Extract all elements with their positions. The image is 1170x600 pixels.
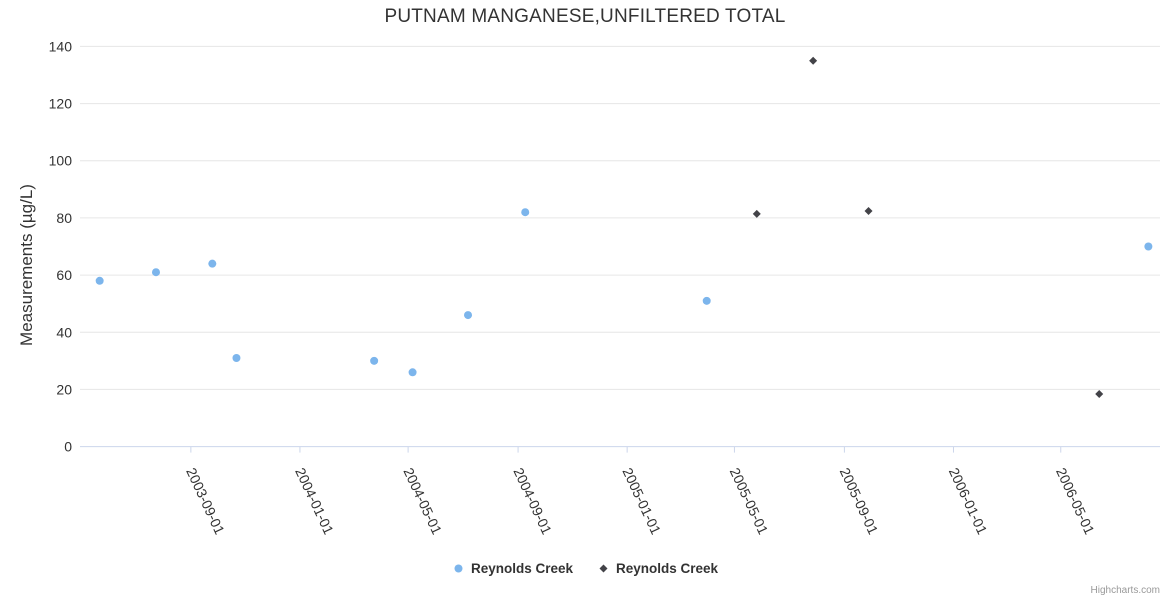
x-tick-label: 2005-09-01 [837, 465, 882, 537]
legend-marker-circle-icon [454, 564, 463, 573]
y-tick-label: 40 [56, 324, 72, 340]
legend-label: Reynolds Creek [616, 561, 719, 576]
data-point-circle[interactable] [702, 296, 711, 305]
x-tick-label: 2006-01-01 [946, 465, 991, 537]
data-point-diamond[interactable] [809, 56, 818, 65]
x-tick-label: 2004-09-01 [510, 465, 555, 537]
data-point-circle[interactable] [370, 356, 379, 365]
x-tick-label: 2005-05-01 [727, 465, 772, 537]
data-point-circle[interactable] [95, 276, 104, 285]
data-point-circle[interactable] [464, 311, 473, 320]
y-tick-label: 140 [49, 38, 73, 54]
data-point-circle[interactable] [408, 368, 417, 377]
data-point-diamond[interactable] [864, 207, 873, 216]
legend: Reynolds Creek Reynolds Creek [0, 561, 1170, 576]
y-tick-label: 60 [56, 267, 72, 283]
legend-marker-diamond-icon [599, 564, 608, 573]
data-point-diamond[interactable] [1095, 390, 1104, 399]
highcharts-credit[interactable]: Highcharts.com [1090, 585, 1160, 596]
data-point-circle[interactable] [208, 259, 217, 268]
data-point-circle[interactable] [151, 268, 160, 277]
x-tick-label: 2006-05-01 [1053, 465, 1098, 537]
legend-item-series-1[interactable]: Reynolds Creek [452, 561, 573, 576]
y-tick-label: 80 [56, 210, 72, 226]
x-tick-label: 2005-01-01 [619, 465, 664, 537]
y-tick-label: 120 [49, 96, 73, 112]
x-tick-label: 2004-05-01 [400, 465, 445, 537]
y-tick-label: 20 [56, 381, 72, 397]
data-point-circle[interactable] [232, 353, 241, 362]
y-tick-label: 100 [49, 153, 73, 169]
legend-label: Reynolds Creek [470, 561, 573, 576]
legend-item-series-2[interactable]: Reynolds Creek [597, 561, 718, 576]
chart-title: PUTNAM MANGANESE,UNFILTERED TOTAL [384, 6, 786, 27]
x-tick-label: 2003-09-01 [183, 465, 228, 537]
x-tick-label: 2004-01-01 [292, 465, 337, 537]
data-point-circle[interactable] [521, 208, 530, 217]
data-point-circle[interactable] [1144, 242, 1153, 251]
y-tick-label: 0 [64, 439, 72, 455]
data-point-diamond[interactable] [752, 209, 761, 218]
